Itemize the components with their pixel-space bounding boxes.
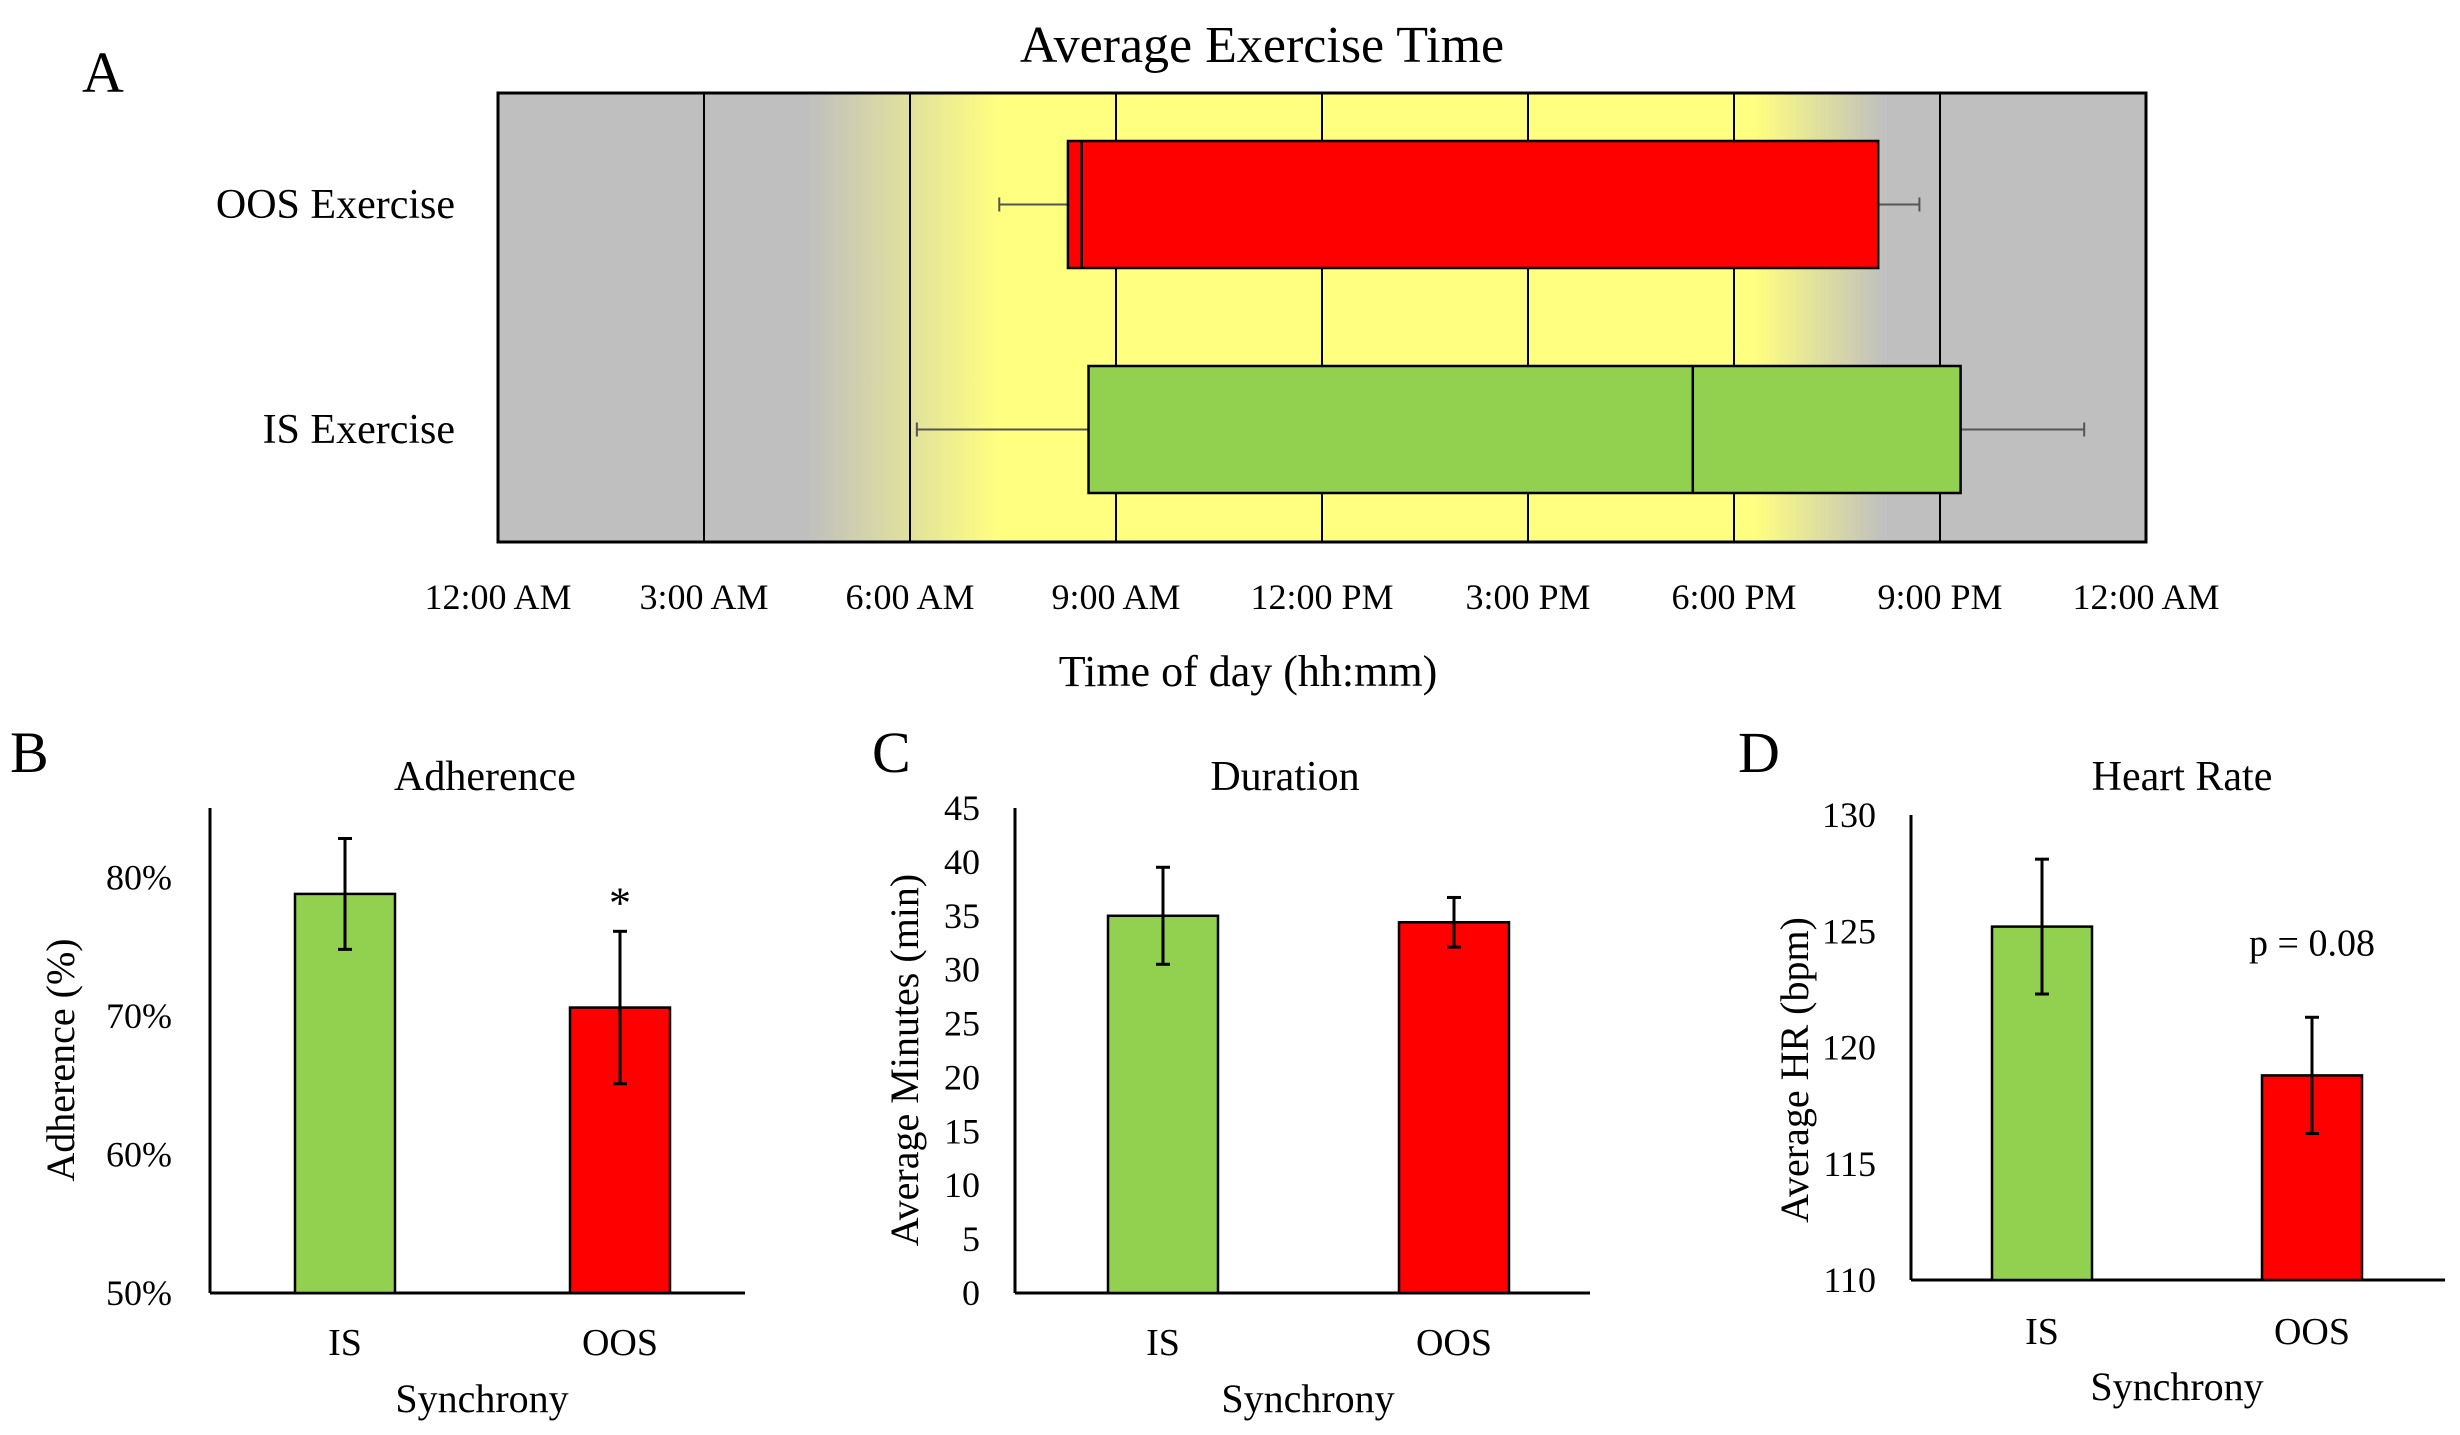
duration-bar-chart: Duration Average Minutes (min) 0 5 10 15 20 2… (882, 754, 1590, 1421)
category-label-oos: OOS (582, 1322, 658, 1364)
x-tick-label: 3:00 AM (639, 577, 768, 617)
band-dawn-1 (807, 93, 1000, 542)
y-tick-label: 25 (944, 1004, 980, 1044)
y-tick-label: 110 (1823, 1260, 1876, 1300)
plot-area: 0 5 10 15 20 25 30 35 40 45 IS OOS (944, 788, 1590, 1364)
category-label-oos: OOS (2274, 1311, 2350, 1353)
y-axis-label: Average HR (bpm) (1772, 917, 1817, 1223)
x-tick-label: 9:00 PM (1877, 577, 2002, 617)
category-label-is: IS (328, 1322, 362, 1364)
y-tick-label: 80% (106, 857, 172, 897)
chart-title: Heart Rate (2092, 754, 2273, 800)
series-label-is: IS Exercise (263, 407, 455, 453)
time-tick-labels: 12:00 AM 3:00 AM 6:00 AM 9:00 AM 12:00 PM 3:0… (424, 577, 2219, 617)
exercise-boxes (915, 139, 2086, 495)
bar-is (1106, 914, 1220, 1295)
plot-area: 50% 60% 70% 80% IS OOS * (106, 808, 745, 1364)
panel-label-d: D (1738, 720, 1780, 785)
y-tick-label: 0 (962, 1273, 980, 1313)
chart-title: Duration (1210, 754, 1359, 800)
y-tick-label: 130 (1822, 795, 1876, 835)
x-tick-label: 6:00 PM (1671, 577, 1796, 617)
chart-title: Adherence (394, 754, 576, 800)
significance-star: * (609, 878, 631, 927)
p-value-annotation: p = 0.08 (2249, 922, 2375, 964)
plot-area: 110 115 120 125 130 IS OOS p = 0.08 (1822, 795, 2445, 1353)
x-axis-label: Synchrony (1221, 1376, 1394, 1421)
y-axis-label: Average Minutes (min) (882, 874, 927, 1246)
x-tick-label: 12:00 AM (424, 577, 571, 617)
x-tick-label: 12:00 PM (1250, 577, 1393, 617)
panel-label-c: C (872, 720, 911, 785)
heart-rate-bar-chart: Heart Rate Average HR (bpm) 110 115 120 125… (1772, 754, 2445, 1409)
exercise-time-boxplot: Average Exercise Time OOS Exercise IS Ex… (216, 17, 2220, 696)
y-tick-label: 60% (106, 1134, 172, 1174)
category-label-is: IS (2025, 1311, 2059, 1353)
x-axis-label: Synchrony (395, 1376, 568, 1421)
series-label-oos: OOS Exercise (216, 182, 455, 228)
x-tick-label: 12:00 AM (2072, 577, 2219, 617)
y-tick-label: 20 (944, 1057, 980, 1097)
y-tick-label: 45 (944, 788, 980, 828)
x-axis-label: Time of day (hh:mm) (1059, 647, 1437, 696)
y-axis-label: Adherence (%) (38, 938, 83, 1181)
y-tick-label: 35 (944, 896, 980, 936)
box-is (1087, 364, 1962, 495)
plot-frame (496, 91, 2148, 544)
adherence-bar-chart: Adherence Adherence (%) 50% 60% 70% 80% IS OO… (38, 754, 745, 1421)
y-tick-label: 120 (1822, 1028, 1876, 1068)
y-tick-label: 5 (962, 1219, 980, 1259)
bar-is (293, 892, 397, 1295)
x-tick-label: 9:00 AM (1051, 577, 1180, 617)
y-tick-label: 115 (1823, 1144, 1876, 1184)
x-tick-label: 3:00 PM (1465, 577, 1590, 617)
category-label-oos: OOS (1416, 1322, 1492, 1364)
y-tick-label: 40 (944, 842, 980, 882)
x-tick-label: 6:00 AM (845, 577, 974, 617)
y-tick-label: 50% (106, 1273, 172, 1313)
category-label-is: IS (1146, 1322, 1180, 1364)
band-night-0 (498, 93, 807, 542)
y-tick-label: 15 (944, 1111, 980, 1151)
y-tick-label: 30 (944, 950, 980, 990)
bar-oos (1397, 920, 1511, 1295)
y-tick-label: 70% (106, 996, 172, 1036)
x-axis-label: Synchrony (2090, 1364, 2263, 1409)
panel-a-title: Average Exercise Time (1020, 17, 1504, 74)
y-tick-label: 10 (944, 1165, 980, 1205)
panel-label-b: B (10, 720, 49, 785)
y-tick-label: 125 (1822, 911, 1876, 951)
box-oos (1066, 139, 1880, 270)
panel-label-a: A (82, 40, 124, 105)
